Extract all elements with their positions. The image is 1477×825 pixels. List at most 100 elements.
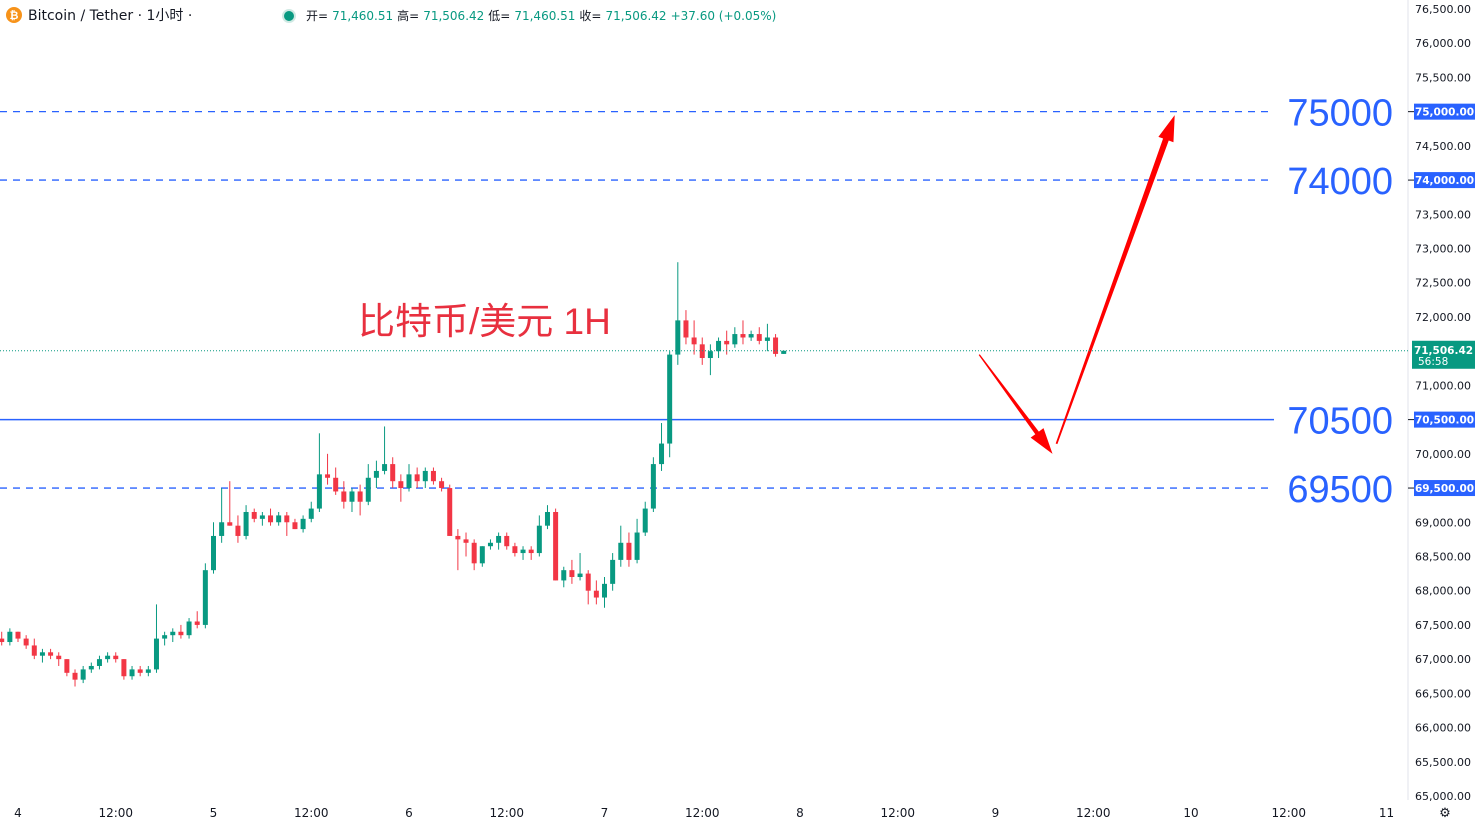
current-price-value: 71,506.42 <box>1414 345 1473 357</box>
candle-body <box>325 474 331 478</box>
candle-body <box>406 474 412 489</box>
x-tick-label: 12:00 <box>1271 806 1306 820</box>
y-tick-label: 68,500.00 <box>1415 550 1471 563</box>
candle-body <box>561 570 567 581</box>
y-tick-label: 73,000.00 <box>1415 243 1471 256</box>
candle-body <box>553 511 559 581</box>
ohlc-open-value: 71,460.51 <box>332 8 394 23</box>
candle-body <box>96 659 102 666</box>
x-tick-label: 6 <box>405 806 413 820</box>
candle-body <box>308 508 314 519</box>
y-tick-label: 65,500.00 <box>1415 756 1471 769</box>
candle-body <box>732 334 738 345</box>
level-price-tag <box>1414 480 1475 497</box>
x-tick-label: 4 <box>14 806 22 820</box>
candle-body <box>602 583 607 598</box>
ohlc-change: +37.60 (+0.05%) <box>670 8 777 23</box>
x-tick-label: 5 <box>210 806 218 820</box>
ohlc-close-label: 收= <box>579 9 602 23</box>
candle-body <box>496 535 502 543</box>
ohlc-low-value: 71,460.51 <box>514 8 576 23</box>
candle-body <box>528 549 534 554</box>
candle-body <box>333 477 339 492</box>
ohlc-high-value: 71,506.42 <box>423 8 485 23</box>
candle-body <box>667 354 673 444</box>
y-tick-label: 72,000.00 <box>1415 311 1471 324</box>
candle-body <box>373 470 379 478</box>
x-tick-label: 12:00 <box>294 806 329 820</box>
candle-body <box>170 631 176 636</box>
candle-body <box>724 340 730 345</box>
candle-body <box>153 638 159 670</box>
candle-body <box>121 659 127 677</box>
candle-body <box>577 573 583 578</box>
candle-body <box>284 515 290 523</box>
candle-body <box>259 515 265 519</box>
candle-body <box>186 621 192 636</box>
market-status-icon[interactable] <box>282 8 296 23</box>
candle-body <box>683 320 689 338</box>
y-tick-label: 69,000.00 <box>1415 516 1471 529</box>
candle-body <box>23 638 29 646</box>
x-tick-label: 12:00 <box>489 806 524 820</box>
candle-body <box>642 508 648 533</box>
candle-body <box>178 631 184 636</box>
candle-body <box>56 655 62 660</box>
bitcoin-coin-icon: ₿ <box>6 7 22 23</box>
candle-body <box>300 518 306 530</box>
candle-body <box>634 532 640 560</box>
ohlc-low-label: 低= <box>488 9 511 23</box>
candle-body <box>88 665 94 670</box>
candle-body <box>512 546 518 554</box>
symbol-title[interactable]: Bitcoin / Tether · 1小时 · <box>28 8 193 24</box>
candle-body <box>585 573 591 591</box>
down-arrow <box>978 354 1053 454</box>
ohlc-open-label: 开= <box>306 9 329 23</box>
candle-body <box>292 522 298 530</box>
candle-body <box>105 655 111 660</box>
candle-body <box>227 522 233 526</box>
x-tick-label: 7 <box>601 806 609 820</box>
y-tick-label: 72,500.00 <box>1415 277 1471 290</box>
candle-body <box>349 491 355 502</box>
candle-body <box>479 546 485 564</box>
candle-body <box>504 535 510 547</box>
candle-body <box>137 669 143 673</box>
level-price-tag-text: 69,500.00 <box>1415 483 1474 495</box>
candle-body <box>251 511 257 519</box>
candle-body <box>357 491 363 502</box>
x-tick-label: 9 <box>992 806 1000 820</box>
y-tick-label: 73,500.00 <box>1415 208 1471 221</box>
y-tick-label: 74,500.00 <box>1415 140 1471 153</box>
level-price-tag <box>1414 172 1475 189</box>
candle-body <box>773 337 779 354</box>
candle-body <box>145 669 151 673</box>
candle-body <box>316 474 322 509</box>
candle-body <box>422 470 428 482</box>
candle-body <box>15 631 21 639</box>
y-tick-label: 65,000.00 <box>1415 790 1471 803</box>
candle-body <box>716 340 722 352</box>
candle-body <box>593 590 599 598</box>
y-tick-label: 75,500.00 <box>1415 71 1471 84</box>
candle-body <box>365 477 371 502</box>
candle-body <box>202 570 208 625</box>
chart-title: 比特币/美元 1H <box>358 301 611 342</box>
candle-body <box>31 645 37 656</box>
candle-body <box>0 638 5 643</box>
candle-body <box>243 511 249 536</box>
candle-body <box>675 320 681 355</box>
candle-body <box>610 559 616 584</box>
y-tick-label: 71,000.00 <box>1415 379 1471 392</box>
x-tick-label: 11 <box>1379 806 1394 820</box>
gear-icon[interactable]: ⚙ <box>1439 805 1451 821</box>
candle-body <box>390 464 396 482</box>
up-arrow <box>1055 115 1175 445</box>
y-tick-label: 76,500.00 <box>1415 3 1471 16</box>
y-tick-label: 67,500.00 <box>1415 619 1471 632</box>
candle-body <box>691 337 697 345</box>
level-price-tag-text: 75,000.00 <box>1415 107 1474 119</box>
level-label-75000: 75000 <box>1287 93 1393 135</box>
candle-body <box>48 652 54 656</box>
candle-body <box>487 542 493 547</box>
